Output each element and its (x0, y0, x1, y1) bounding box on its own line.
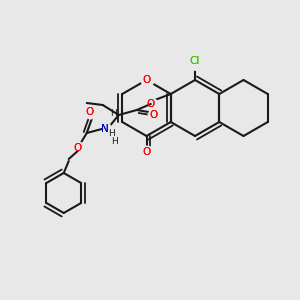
Text: O: O (85, 107, 94, 117)
Text: O: O (142, 75, 151, 85)
Text: Cl: Cl (190, 56, 200, 66)
Text: N: N (101, 124, 109, 134)
Text: O: O (142, 147, 151, 157)
Text: O: O (150, 110, 158, 120)
Text: O: O (85, 107, 94, 117)
Text: O: O (74, 143, 82, 153)
Text: O: O (142, 75, 151, 85)
Text: O: O (142, 147, 151, 157)
Text: N: N (101, 124, 109, 134)
Text: O: O (147, 99, 155, 109)
Text: H: H (111, 136, 118, 146)
Text: H: H (110, 109, 117, 118)
Text: Cl: Cl (190, 56, 200, 66)
Text: O: O (147, 99, 155, 109)
Text: O: O (74, 143, 82, 153)
Text: O: O (150, 110, 158, 120)
Text: H: H (108, 130, 115, 139)
